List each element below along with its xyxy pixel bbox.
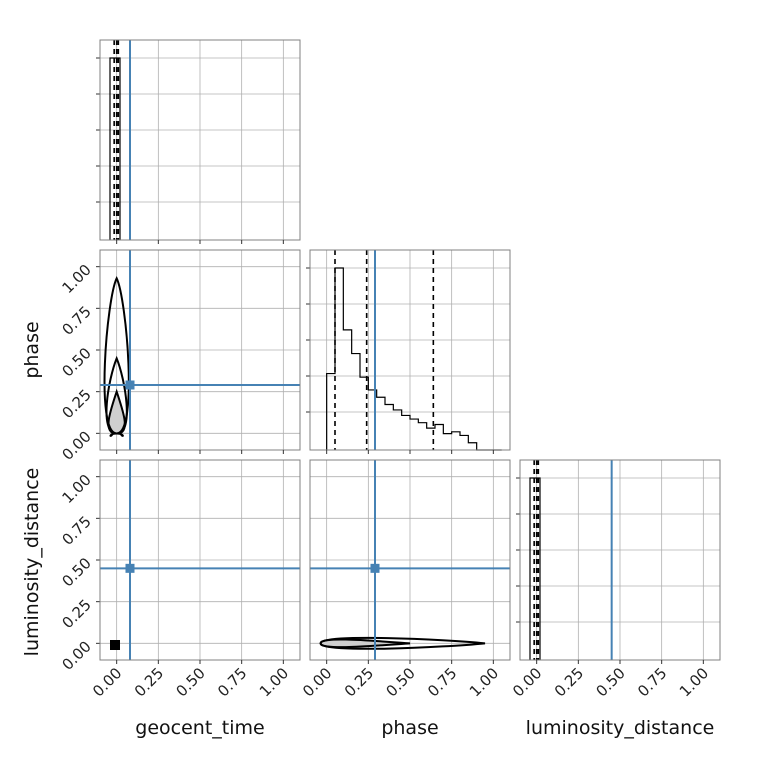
x-tick-label: 0.00 bbox=[509, 664, 545, 700]
x-axis-label-luminosity-distance: luminosity_distance bbox=[526, 717, 715, 739]
x-tick-label: 0.75 bbox=[424, 664, 460, 700]
x-tick-label: 0.25 bbox=[341, 664, 377, 700]
truth-marker bbox=[125, 563, 135, 573]
x-tick-label: 0.25 bbox=[131, 664, 167, 700]
x-tick-label: 0.50 bbox=[382, 664, 418, 700]
y-axis-label-phase: phase bbox=[21, 321, 43, 378]
histogram-geocent_time bbox=[109, 57, 121, 240]
x-tick-label: 0.75 bbox=[214, 664, 250, 700]
y-tick-label: 1.00 bbox=[58, 471, 94, 507]
x-tick-label: 0.50 bbox=[592, 664, 628, 700]
x-axis-label-phase: phase bbox=[381, 717, 438, 739]
density-contour bbox=[107, 388, 126, 435]
y-tick-label: 0.75 bbox=[58, 302, 94, 338]
panel-geocent-time-hist bbox=[96, 39, 301, 244]
panel-phase-hist bbox=[306, 249, 511, 454]
density-contour bbox=[319, 638, 411, 649]
histogram-phase bbox=[326, 267, 502, 451]
y-tick-label: 0.50 bbox=[58, 554, 94, 590]
x-axis-label-geocent-time: geocent_time bbox=[135, 717, 264, 739]
y-axis-label-luminosity-distance: luminosity_distance bbox=[21, 468, 43, 657]
histogram-luminosity_distance bbox=[529, 477, 541, 660]
y-tick-label: 0.00 bbox=[58, 427, 94, 463]
x-tick-label: 0.00 bbox=[299, 664, 335, 700]
x-tick-label: 1.00 bbox=[676, 664, 712, 700]
panel-luminosity-distance-vs-geocent-time: 0.000.250.500.751.000.00 0.25 0.50 0.75 1.00 bbox=[58, 459, 301, 700]
x-tick-label: 0.50 bbox=[172, 664, 208, 700]
x-tick-label: 0.00 bbox=[89, 664, 125, 700]
y-tick-label: 0.25 bbox=[58, 386, 94, 422]
panel-phase-vs-geocent-time: 0.00 0.25 0.50 0.75 1.00 bbox=[58, 249, 301, 464]
density-contour bbox=[319, 636, 486, 650]
x-tick-label: 1.00 bbox=[256, 664, 292, 700]
x-tick-label: 1.00 bbox=[466, 664, 502, 700]
panel-luminosity-distance-hist: 0.00 0.25 0.50 0.75 1.00 bbox=[509, 459, 721, 700]
y-tick-label: 0.75 bbox=[58, 512, 94, 548]
density-contour bbox=[103, 276, 130, 435]
panel-luminosity-distance-vs-phase: 0.00 0.25 0.50 0.75 1.00 bbox=[299, 459, 511, 700]
y-tick-label: 1.00 bbox=[58, 261, 94, 297]
truth-marker bbox=[370, 563, 380, 573]
x-tick-label: 0.75 bbox=[634, 664, 670, 700]
y-tick-label: 0.50 bbox=[58, 344, 94, 380]
truth-marker bbox=[125, 380, 135, 390]
sample-point bbox=[110, 640, 120, 650]
x-tick-label: 0.25 bbox=[551, 664, 587, 700]
panels: 0.00 0.25 0.50 0.75 1.000.000.250.500.751.00… bbox=[58, 39, 721, 700]
y-tick-label: 0.00 bbox=[58, 637, 94, 673]
y-tick-label: 0.25 bbox=[58, 596, 94, 632]
